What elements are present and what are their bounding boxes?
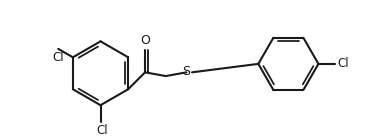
Text: O: O [140, 34, 150, 47]
Text: Cl: Cl [52, 51, 64, 64]
Text: Cl: Cl [337, 57, 349, 70]
Text: S: S [182, 65, 190, 78]
Text: Cl: Cl [97, 124, 108, 137]
